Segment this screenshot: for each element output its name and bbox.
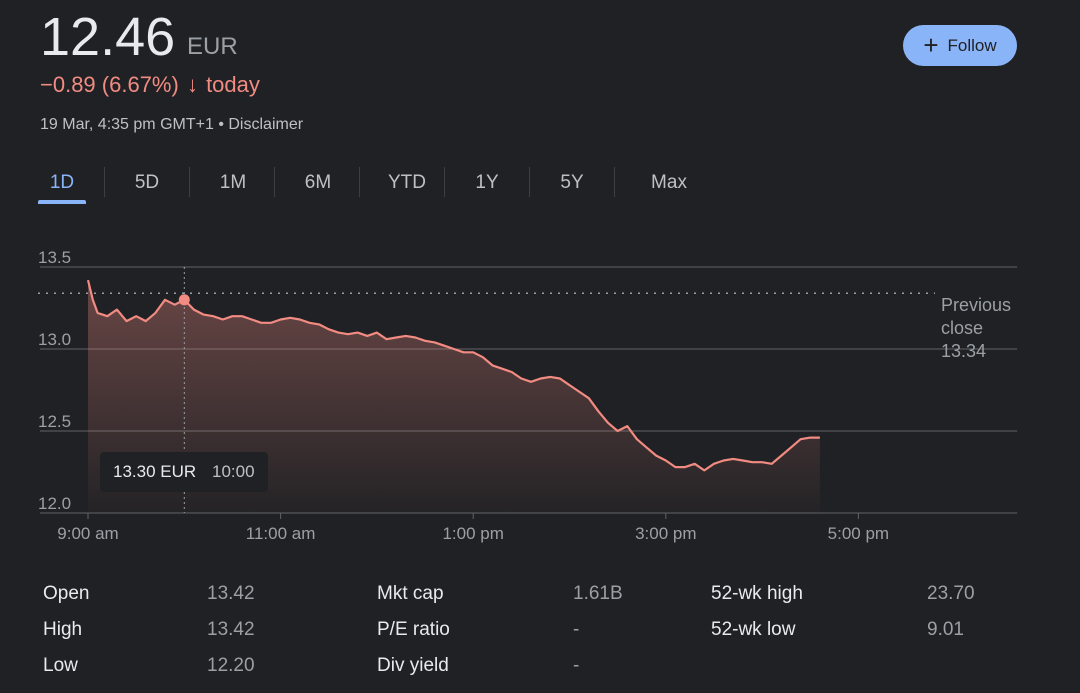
x-tick-label: 5:00 pm xyxy=(828,524,889,543)
stat-label: 52-wk low xyxy=(711,619,796,640)
quote-meta: 19 Mar, 4:35 pm GMT+1 • Disclaimer xyxy=(40,116,303,134)
stat-label: Mkt cap xyxy=(377,583,444,604)
stat-label: Open xyxy=(43,583,90,604)
tab-ytd[interactable]: YTD xyxy=(388,172,426,193)
current-price: 12.46 xyxy=(40,7,176,67)
tab-max[interactable]: Max xyxy=(651,172,687,193)
tab-1y[interactable]: 1Y xyxy=(475,172,499,193)
tab-separator xyxy=(104,167,105,197)
tab-5d[interactable]: 5D xyxy=(134,172,160,193)
stat-value: - xyxy=(573,619,580,640)
currency-label: EUR xyxy=(187,33,238,60)
stat-label: Div yield xyxy=(377,655,449,676)
y-tick-label: 12.5 xyxy=(38,412,71,431)
y-tick-label: 13.0 xyxy=(38,330,71,349)
change-value: −0.89 (6.67%) xyxy=(40,72,179,97)
stat-value: 1.61B xyxy=(573,583,623,604)
tooltip-time: 10:00 xyxy=(212,462,255,481)
stat-value: 12.20 xyxy=(207,655,255,676)
x-tick-label: 11:00 am xyxy=(246,524,316,543)
stat-value: - xyxy=(573,655,580,676)
tab-separator xyxy=(614,167,615,197)
follow-label: Follow xyxy=(947,35,997,55)
tab-separator xyxy=(529,167,530,197)
tab-separator xyxy=(274,167,275,197)
plus-icon: + xyxy=(923,29,939,60)
tab-separator xyxy=(189,167,190,197)
stat-value: 23.70 xyxy=(927,583,975,604)
price-area-fill xyxy=(88,280,820,513)
stat-label: P/E ratio xyxy=(377,619,450,640)
follow-button[interactable]: + Follow xyxy=(903,25,1017,66)
previous-close-label: Previous xyxy=(941,295,1011,315)
tab-1d[interactable]: 1D xyxy=(38,165,86,204)
stat-value: 13.42 xyxy=(207,583,255,604)
previous-close-value: 13.34 xyxy=(941,341,986,361)
price-chart[interactable]: 13.5 13.0 12.5 12.0 9:00 am 11:00 am 1:00 pm 3:… xyxy=(0,240,1080,555)
x-tick-label: 9:00 am xyxy=(57,524,118,543)
x-tick-label: 3:00 pm xyxy=(635,524,696,543)
x-tick-label: 1:00 pm xyxy=(442,524,503,543)
tooltip-price: 13.30 EUR xyxy=(113,462,196,481)
y-tick-label: 12.0 xyxy=(38,494,71,513)
stat-value: 13.42 xyxy=(207,619,255,640)
quote-timestamp: 19 Mar, 4:35 pm GMT+1 xyxy=(40,116,214,133)
y-tick-label: 13.5 xyxy=(38,248,71,267)
arrow-down-icon: ↓ xyxy=(186,72,198,97)
stat-label: Low xyxy=(43,655,78,676)
tab-1m[interactable]: 1M xyxy=(219,172,247,193)
disclaimer-link[interactable]: Disclaimer xyxy=(228,116,304,133)
stat-value: 9.01 xyxy=(927,619,964,640)
tab-6m[interactable]: 6M xyxy=(304,172,332,193)
previous-close-label: close xyxy=(941,318,983,338)
tab-separator xyxy=(444,167,445,197)
stat-label: High xyxy=(43,619,83,640)
tab-separator xyxy=(359,167,360,197)
stat-label: 52-wk high xyxy=(711,583,803,604)
change-period: today xyxy=(206,72,260,97)
price-line xyxy=(86,279,820,472)
hover-point[interactable] xyxy=(178,294,190,306)
price-change: −0.89 (6.67%) ↓ today xyxy=(40,72,260,98)
tab-5y[interactable]: 5Y xyxy=(560,172,584,193)
meta-separator: • xyxy=(218,116,224,133)
tooltip-box xyxy=(100,452,268,492)
